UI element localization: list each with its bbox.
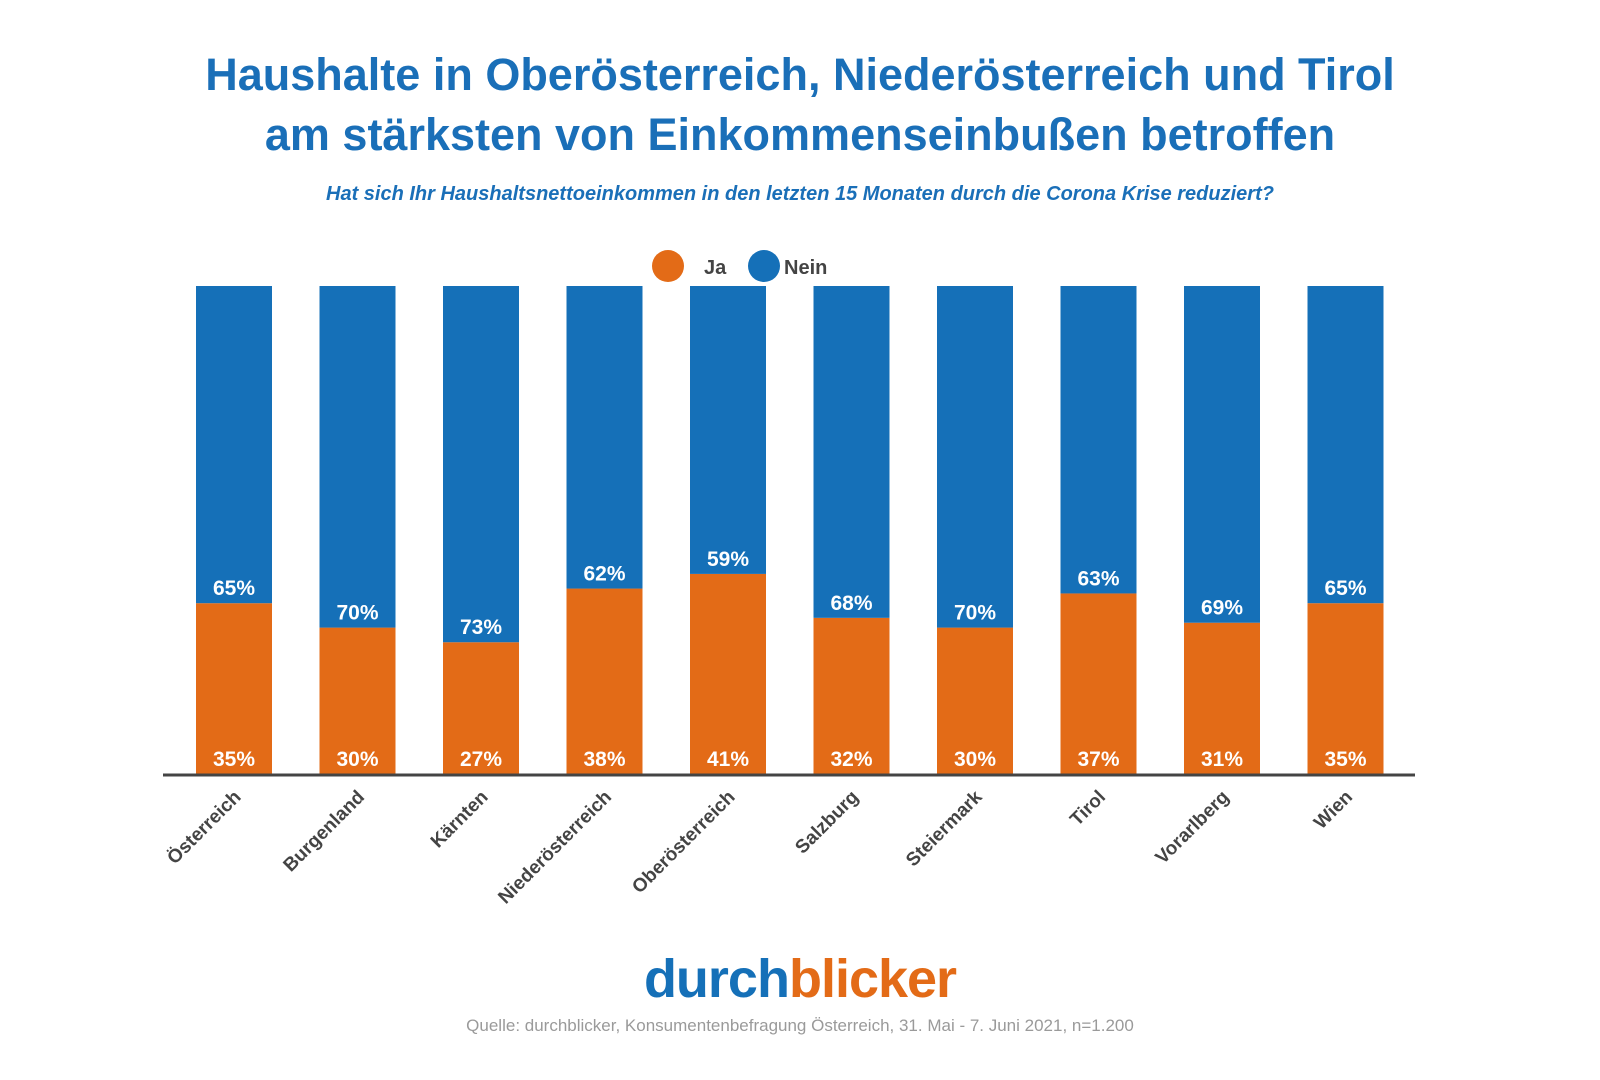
data-label-nein: 73% [460, 616, 502, 639]
legend-label-ja: Ja [704, 257, 727, 279]
stacked-bar-chart: Ja Nein 35% 65% Österreich 30% 70% Burgenland 27… [163, 250, 1415, 909]
data-label-nein: 59% [707, 548, 749, 571]
category-label: Burgenland [280, 787, 369, 876]
data-label-nein: 62% [583, 563, 625, 586]
source-note: Quelle: durchblicker, Konsumentenbefragu… [466, 1016, 1134, 1035]
data-label-ja: 30% [954, 748, 996, 771]
data-label-nein: 63% [1077, 567, 1119, 590]
category-label: Niederösterreich [494, 787, 616, 909]
bar-nein [196, 286, 272, 604]
data-label-nein: 65% [213, 577, 255, 600]
category-label: Salzburg [791, 787, 863, 859]
bar-ja [1060, 593, 1137, 774]
data-label-ja: 32% [830, 748, 872, 771]
bar-nein [1184, 286, 1260, 623]
data-label-nein: 68% [830, 592, 872, 615]
data-label-ja: 41% [707, 748, 749, 771]
logo-part-2: blicker [788, 949, 957, 1009]
bar-ja [813, 617, 890, 774]
bar-ja [566, 588, 643, 774]
data-label-ja: 35% [1324, 748, 1366, 771]
bar-nein [690, 286, 766, 574]
bar-nein [1307, 286, 1384, 604]
data-label-ja: 38% [583, 748, 625, 771]
bar-nein [1060, 286, 1137, 594]
category-label: Wien [1310, 787, 1357, 834]
bar-ja [690, 573, 766, 774]
chart-title-line-1: Haushalte in Oberösterreich, Niederöster… [205, 49, 1395, 100]
bar-nein [443, 286, 519, 643]
data-label-ja: 27% [460, 748, 502, 771]
category-label: Kärnten [427, 787, 493, 853]
legend-marker-nein [748, 250, 780, 282]
category-label: Oberösterreich [628, 787, 739, 898]
bar-ja [1307, 603, 1384, 774]
bar-ja [319, 627, 396, 774]
bar-nein [937, 286, 1013, 628]
data-label-ja: 31% [1201, 748, 1243, 771]
data-label-ja: 30% [336, 748, 378, 771]
category-label: Vorarlberg [1152, 787, 1234, 869]
category-label: Steiermark [902, 786, 987, 871]
data-label-nein: 70% [954, 602, 996, 625]
legend-label-nein: Nein [784, 257, 827, 279]
chart-subtitle: Hat sich Ihr Haushaltsnettoeinkommen in … [326, 183, 1274, 205]
legend-marker-ja [652, 250, 684, 282]
bar-nein [566, 286, 643, 589]
chart-title-line-2: am stärksten von Einkommenseinbußen betr… [264, 109, 1336, 160]
bar-ja [196, 603, 272, 774]
data-label-nein: 69% [1201, 597, 1243, 620]
category-label: Tirol [1066, 787, 1110, 831]
chart-title: Haushalte in Oberösterreich, Niederöster… [0, 45, 1600, 165]
logo-part-1: durch [643, 949, 790, 1009]
bar-nein [319, 286, 396, 628]
durchblicker-logo: durchblicker [0, 948, 1600, 1010]
bar-ja [1184, 622, 1260, 774]
data-label-ja: 35% [213, 748, 255, 771]
data-label-nein: 70% [336, 602, 378, 625]
bar-ja [443, 642, 519, 774]
category-label: Österreich [163, 787, 245, 869]
data-label-ja: 37% [1077, 748, 1119, 771]
bar-nein [813, 286, 890, 618]
data-label-nein: 65% [1324, 577, 1366, 600]
bar-ja [937, 627, 1013, 774]
